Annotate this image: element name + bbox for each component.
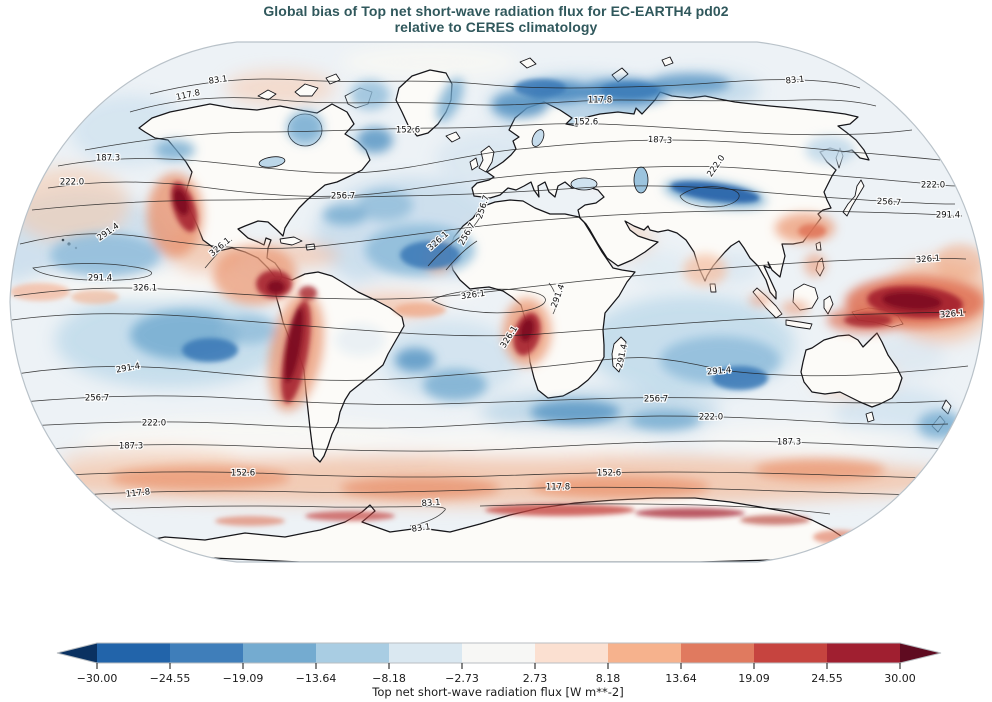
- contour-label: 187.3: [96, 154, 120, 164]
- contour-label: 222.0: [60, 178, 84, 188]
- coastline-ireland: [469, 157, 479, 171]
- colorbar-tick-label: 2.73: [523, 672, 548, 685]
- colorbar-tick-label: −30.00: [77, 672, 118, 685]
- title-line2: relative to CERES climatology: [394, 19, 598, 35]
- coastline-taiwan: [815, 241, 822, 251]
- coastline-japan: [842, 179, 865, 217]
- colorbar-segment: [389, 643, 463, 663]
- contour-label: 117.8: [546, 483, 570, 493]
- contour-lines: [11, 78, 969, 527]
- colorbar-under-arrow: [57, 643, 97, 663]
- coastline-sulawesi: [823, 295, 834, 315]
- colorbar-tick-label: 19.09: [738, 672, 770, 685]
- coastline-java: [785, 319, 813, 330]
- colorbar-axis-label: Top net short-wave radiation flux [W m**…: [371, 685, 623, 699]
- colorbar-segment: [681, 643, 755, 663]
- contour-label: 291.4: [936, 211, 960, 221]
- colorbar-tick-label: −19.09: [223, 672, 264, 685]
- contour-label: 83.1: [785, 75, 805, 87]
- coastline-severnaya-zemlya: [661, 56, 674, 67]
- colorbar: −30.00 −24.55 −19.09 −13.64 −8.18 −2.73 2.73 8.…: [56, 642, 942, 699]
- contour-label: 326.1: [133, 284, 157, 294]
- coastline-eurasia: [471, 91, 870, 300]
- colorbar-segment: [827, 643, 901, 663]
- contour-label: 152.6: [231, 469, 255, 479]
- contour-label: 326.1: [460, 289, 485, 302]
- colorbar-segment: [97, 643, 171, 663]
- contour-label: 326.1: [939, 308, 964, 320]
- contour-label: 187.3: [648, 135, 673, 146]
- colorbar-segment: [243, 643, 317, 663]
- colorbar-segment: [462, 643, 536, 663]
- contour-label: 83.1: [421, 498, 441, 509]
- baltic-sea: [531, 129, 545, 147]
- contour-label: 256.7: [331, 192, 355, 202]
- colorbar-tick-label: 24.55: [811, 672, 843, 685]
- colorbar-tick-label: −8.18: [372, 672, 406, 685]
- contour-label: 326.1: [916, 254, 941, 266]
- colorbar-segment: [170, 643, 244, 663]
- contour-label: 83.1: [208, 74, 228, 87]
- colorbar-tick-label: −13.64: [296, 672, 337, 685]
- contour-label: 222.0: [699, 413, 723, 423]
- contour-label: 291.4: [88, 274, 112, 284]
- colorbar-over-arrow: [900, 643, 941, 663]
- colorbar-tick-label: 30.00: [884, 672, 916, 685]
- coastline-cuba: [279, 236, 303, 246]
- colorbar-segment: [535, 643, 609, 663]
- coastline-australia: [800, 332, 903, 408]
- colorbar-tick-label: −24.55: [150, 672, 191, 685]
- contour-label: 222.0: [921, 181, 945, 191]
- title-line1: Global bias of Top net short-wave radiat…: [263, 3, 729, 19]
- contour-label: 222.0: [142, 419, 166, 429]
- coastline-tasmania: [865, 411, 875, 423]
- contour-label: 83.1: [411, 522, 431, 535]
- contour-label: 187.3: [777, 438, 801, 448]
- colorbar-segment: [316, 643, 390, 663]
- figure-title: Global bias of Top net short-wave radiat…: [0, 3, 992, 35]
- contour-label: 152.6: [396, 126, 420, 136]
- colorbar-tick-label: 8.18: [596, 672, 621, 685]
- bias-strong-cores: [10, 79, 963, 544]
- caspian-sea: [633, 166, 649, 194]
- map-clipped-content: 83.1 83.1 117.8 117.8 152.6 152.6 187.3 187.3 22…: [10, 42, 984, 562]
- contour-label: 152.6: [597, 469, 621, 479]
- great-lakes: [258, 156, 286, 168]
- contour-label: 256.7: [877, 197, 902, 208]
- colorbar-tick-label: 13.64: [665, 672, 697, 685]
- colorbar-segment: [608, 643, 682, 663]
- map-outline: [9, 41, 985, 563]
- contour-label: 117.8: [588, 96, 612, 106]
- colorbar-segment: [754, 643, 828, 663]
- coastline-svalbard: [519, 57, 537, 69]
- colorbar-tick-label: −2.73: [445, 672, 479, 685]
- coastline-madagascar: [611, 336, 627, 373]
- contour-label: 256.7: [85, 394, 109, 404]
- contour-label: 187.3: [119, 442, 143, 452]
- coastline-iceland: [445, 131, 461, 143]
- contour-label: 291.4: [706, 365, 731, 377]
- contour-label: 117.8: [125, 487, 150, 499]
- contour-label: 256.7: [644, 395, 668, 405]
- coastline-arctic-islands: [294, 83, 319, 97]
- contour-label: 152.6: [574, 118, 598, 128]
